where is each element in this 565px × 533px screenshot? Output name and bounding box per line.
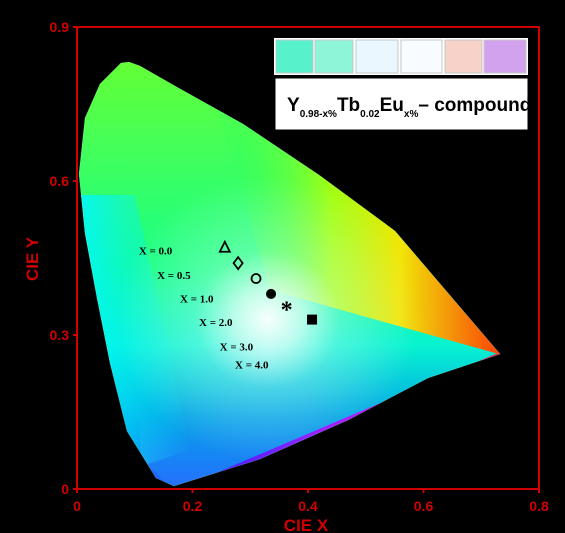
point-label-2: X = 1.0 bbox=[180, 294, 214, 306]
x-axis-label: CIE X bbox=[284, 516, 329, 533]
y-tick-label-1: 0.3 bbox=[50, 327, 70, 343]
y-tick-label-3: 0.9 bbox=[50, 19, 70, 35]
axis-labels: CIE X CIE Y bbox=[23, 236, 329, 533]
x-tick-label-4: 0.8 bbox=[529, 498, 549, 514]
point-label-1: X = 0.5 bbox=[157, 270, 191, 282]
axis-ticks: 0 0.2 0.4 0.6 0.8 0 0.3 0.6 0.9 bbox=[50, 19, 549, 514]
point-labels: X = 0.0 X = 0.5 X = 1.0 X = 2.0 X = 3.0 X = 4… bbox=[139, 246, 269, 372]
marker-0 bbox=[218, 239, 232, 253]
point-label-4: X = 3.0 bbox=[220, 341, 254, 353]
legend-formula: Y0.98-x%Tb0.02Eux%– compound bbox=[287, 95, 531, 120]
x-tick-label-2: 0.4 bbox=[298, 498, 318, 514]
legend-caption-box: Y0.98-x%Tb0.02Eux%– compound bbox=[275, 78, 531, 130]
data-markers: * bbox=[218, 239, 318, 325]
marker-4: * bbox=[281, 297, 293, 323]
legend-photo-strip bbox=[274, 38, 528, 75]
marker-1 bbox=[232, 255, 244, 271]
point-label-5: X = 4.0 bbox=[235, 360, 269, 372]
photo-swatch-5 bbox=[444, 39, 483, 74]
photo-swatch-2 bbox=[314, 39, 354, 74]
y-tick-label-0: 0 bbox=[61, 481, 69, 497]
photo-swatch-4 bbox=[400, 39, 443, 74]
photo-swatch-3 bbox=[355, 39, 399, 74]
x-tick-label-3: 0.6 bbox=[414, 498, 434, 514]
y-axis-label: CIE Y bbox=[23, 236, 42, 281]
gamut-outline bbox=[78, 61, 501, 487]
x-tick-label-1: 0.2 bbox=[183, 498, 203, 514]
marker-3 bbox=[266, 288, 277, 299]
photo-swatch-6 bbox=[483, 39, 527, 74]
point-label-3: X = 2.0 bbox=[199, 317, 233, 329]
marker-2 bbox=[250, 273, 262, 284]
legend-caption-background bbox=[275, 78, 528, 130]
point-label-0: X = 0.0 bbox=[139, 246, 173, 258]
photo-swatch-1 bbox=[275, 39, 314, 74]
marker-5 bbox=[307, 314, 318, 325]
y-tick-label-2: 0.6 bbox=[50, 173, 70, 189]
x-tick-label-0: 0 bbox=[73, 498, 81, 514]
